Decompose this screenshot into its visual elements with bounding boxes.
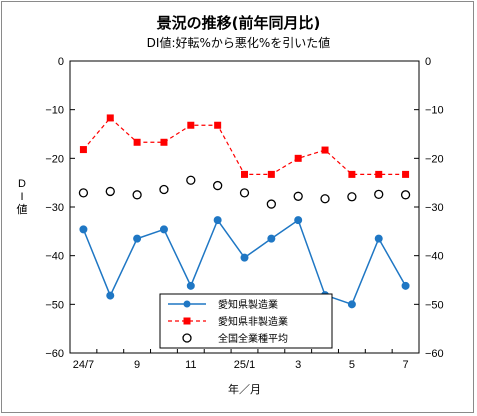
series-line-愛知県製造業 — [82, 218, 407, 306]
y-tick-label-left: −10 — [45, 105, 64, 117]
x-tick-label: 9 — [134, 359, 140, 371]
chart-subtitle: DI値:好転%から悪化%を引いた値 — [146, 36, 331, 50]
y-tick-label-left: −20 — [45, 153, 64, 165]
point-愛知県製造業-25/1 — [240, 253, 249, 262]
chart-title: 景況の推移(前年同月比) — [156, 14, 321, 32]
point-全国全業種平均-5 — [347, 192, 357, 202]
x-tick-label: 25/1 — [234, 359, 255, 371]
point-愛知県非製造業-5 — [348, 170, 356, 178]
point-全国全業種平均-12 — [213, 180, 223, 191]
point-愛知県製造業-6 — [374, 234, 383, 243]
point-愛知県非製造業-24/7 — [79, 146, 87, 154]
point-愛知県製造業-10 — [159, 225, 168, 234]
point-全国全業種平均-24/7 — [78, 188, 89, 198]
point-愛知県非製造業-11 — [187, 121, 195, 129]
y-tick-label-right: −30 — [425, 202, 444, 214]
point-愛知県非製造業-3 — [294, 154, 302, 162]
point-全国全業種平均-3 — [293, 191, 303, 201]
point-愛知県非製造業-25/1 — [241, 170, 248, 178]
point-愛知県非製造業-8 — [106, 114, 114, 122]
point-全国全業種平均-10 — [159, 184, 169, 195]
point-全国全業種平均-9 — [132, 190, 142, 200]
legend-marker-全国全業種平均 — [182, 333, 192, 343]
point-全国全業種平均-4 — [320, 194, 330, 204]
point-愛知県非製造業-9 — [133, 138, 141, 146]
point-愛知県非製造業-2 — [267, 170, 275, 178]
y-tick-label-left: −30 — [45, 202, 64, 214]
point-愛知県製造業-24/7 — [79, 225, 88, 234]
point-愛知県非製造業-4 — [321, 146, 329, 154]
y-tick-label-left: 0 — [58, 56, 64, 68]
point-愛知県非製造業-7 — [402, 170, 410, 178]
point-愛知県製造業-12 — [213, 216, 222, 225]
point-愛知県製造業-9 — [133, 234, 142, 243]
y-tick-label-left: −40 — [45, 251, 64, 263]
point-愛知県製造業-3 — [294, 216, 303, 225]
x-tick-label: 11 — [185, 359, 196, 371]
legend-label-全国全業種平均: 全国全業種平均 — [218, 332, 288, 345]
series-layer — [78, 114, 411, 309]
point-全国全業種平均-25/1 — [239, 188, 250, 198]
point-愛知県製造業-11 — [186, 281, 195, 290]
point-愛知県製造業-2 — [267, 234, 276, 243]
y-tick-label-right: −50 — [425, 299, 444, 311]
y-tick-label-right: 0 — [425, 56, 431, 68]
point-全国全業種平均-11 — [186, 175, 196, 185]
y-tick-label-left: −50 — [45, 299, 64, 311]
legend-label-愛知県製造業: 愛知県製造業 — [218, 298, 278, 311]
x-tick-label: 5 — [349, 359, 355, 371]
y-tick-label-right: −20 — [425, 153, 444, 165]
legend-label-愛知県非製造業: 愛知県非製造業 — [218, 315, 288, 328]
point-全国全業種平均-2 — [266, 199, 276, 209]
axes-group: 0 0 −10 −10 −20 −20 −30 −30 −40 −40 −50 −50 −60 −60 24… — [17, 56, 444, 396]
y-tick-label-right: −40 — [425, 251, 444, 263]
y-tick-label-left: −60 — [45, 348, 64, 360]
y-tick-label-right: −10 — [425, 105, 444, 117]
point-全国全業種平均-6 — [374, 189, 384, 199]
point-愛知県非製造業-12 — [214, 121, 222, 129]
x-tick-label: 7 — [403, 359, 409, 371]
point-全国全業種平均-7 — [400, 190, 411, 200]
point-愛知県製造業-7 — [401, 281, 410, 290]
x-tick-label: 3 — [295, 359, 301, 371]
point-愛知県非製造業-6 — [375, 170, 383, 178]
x-axis-title: 年／月 — [228, 382, 261, 396]
legend-marker-愛知県製造業 — [183, 300, 191, 308]
x-tick-label: 24/7 — [73, 359, 94, 371]
point-全国全業種平均-8 — [105, 186, 115, 197]
y-tick-label-right: −60 — [425, 348, 444, 360]
legend-marker-愛知県非製造業 — [183, 317, 191, 325]
point-愛知県非製造業-10 — [160, 138, 168, 146]
point-愛知県製造業-8 — [106, 291, 115, 300]
series-line-愛知県非製造業 — [82, 117, 406, 175]
point-愛知県製造業-5 — [347, 300, 356, 309]
